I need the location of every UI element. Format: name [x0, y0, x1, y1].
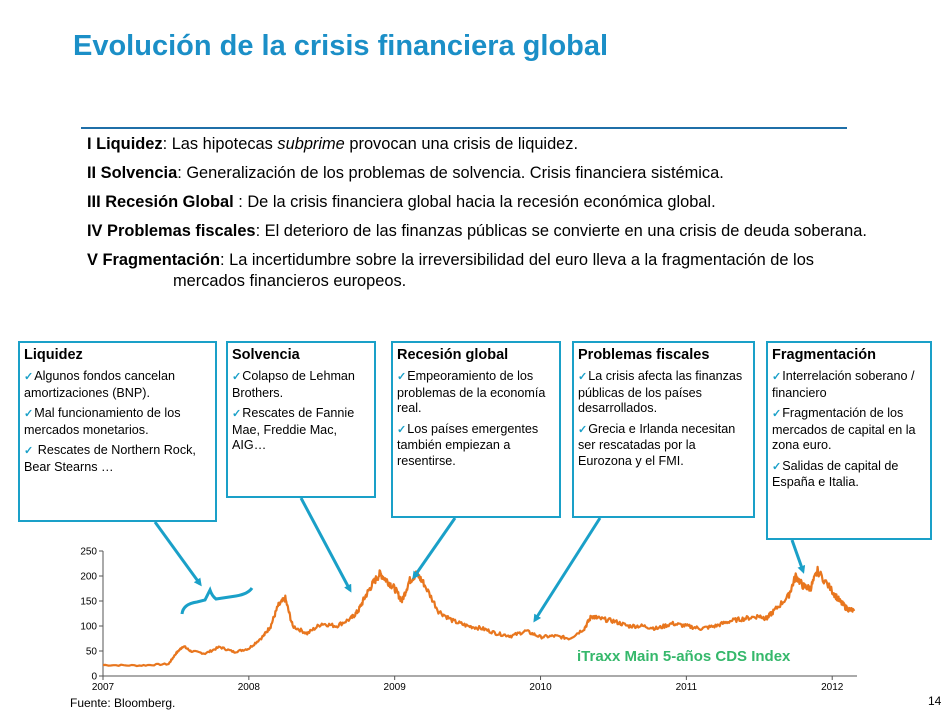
y-tick-label: 250 [80, 547, 97, 558]
phase-text: Las hipotecas [171, 135, 278, 153]
box-problemas-fiscales: Problemas fiscales ✓La crisis afecta las… [572, 341, 755, 518]
box-solvencia: Solvencia ✓Colapso de Lehman Brothers. ✓… [226, 341, 376, 498]
arrow-liquidez [153, 521, 202, 587]
phase-label: II Solvencia [87, 164, 178, 182]
check-icon: ✓ [578, 423, 588, 436]
box-item: ✓Grecia e Irlanda necesitan ser rescatad… [578, 421, 736, 468]
check-icon: ✓ [772, 460, 782, 473]
title-divider [81, 127, 847, 129]
box-item: ✓Interrelación soberano / financiero [772, 369, 915, 400]
phase-3: III Recesión Global : De la crisis finan… [87, 192, 877, 213]
phase-text: De la crisis financiera global hacia la … [247, 193, 716, 211]
y-tick-label: 0 [91, 672, 97, 683]
check-icon: ✓ [578, 371, 588, 383]
phase-separator: : [177, 164, 187, 182]
phase-list: I Liquidez: Las hipotecas subprime provo… [87, 134, 877, 300]
check-icon: ✓ [24, 408, 34, 420]
phase-text: El deterioro de las finanzas públicas se… [264, 222, 867, 240]
y-tick-label: 50 [86, 647, 98, 658]
phase-separator: : [233, 193, 248, 211]
arrow-recesion [412, 517, 457, 580]
check-icon: ✓ [397, 371, 407, 383]
box-fragmentacion: Fragmentación ✓Interrelación soberano / … [766, 341, 932, 540]
page-number: 14 [928, 694, 942, 708]
check-icon: ✓ [232, 371, 242, 383]
chart-axes: 0 50 100 150 200 250 2007 2008 2009 2010 2011 2012 [80, 547, 857, 693]
phase-label: IV Problemas fiscales [87, 222, 256, 240]
y-tick-label: 200 [80, 572, 97, 583]
box-title: Problemas fiscales [578, 347, 710, 363]
check-icon: ✓ [24, 445, 34, 457]
series-line [102, 565, 856, 668]
brace-liquidez [180, 586, 254, 615]
source-note: Fuente: Bloomberg. [70, 696, 176, 710]
arrow-fragmentacion [790, 539, 806, 574]
phase-label: I Liquidez [87, 135, 163, 153]
x-tick-label: 2010 [529, 682, 552, 693]
check-icon: ✓ [24, 371, 34, 383]
series-label: iTraxx Main 5-años CDS Index [577, 648, 791, 665]
phase-separator: : [255, 222, 265, 240]
x-tick-label: 2012 [821, 682, 844, 693]
phase-text-end: provocan una crisis de liquidez. [344, 135, 579, 153]
box-item: ✓Colapso de Lehman Brothers. [232, 369, 355, 400]
phase-4: IV Problemas fiscales: El deterioro de l… [87, 221, 877, 242]
check-icon: ✓ [232, 408, 242, 420]
box-liquidez: Liquidez ✓Algunos fondos cancelan amorti… [18, 341, 217, 522]
box-title: Recesión global [397, 347, 509, 363]
box-item: ✓Algunos fondos cancelan amortizaciones … [24, 369, 175, 400]
box-title: Liquidez [24, 347, 83, 363]
x-tick-label: 2011 [676, 682, 698, 693]
check-icon: ✓ [772, 408, 782, 420]
x-tick-label: 2009 [384, 682, 407, 693]
phase-label: III Recesión Global [87, 193, 234, 211]
arrow-solvencia [299, 497, 352, 593]
phase-separator: : [219, 251, 230, 269]
phase-label: V Fragmentación [87, 251, 220, 269]
phase-1: I Liquidez: Las hipotecas subprime provo… [87, 134, 877, 155]
arrow-fiscales [533, 517, 602, 623]
phase-2: II Solvencia: Generalización de los prob… [87, 163, 877, 184]
box-item: ✓Los países emergentes también empiezan … [397, 421, 539, 468]
phase-5: V Fragmentación: La incertidumbre sobre … [87, 250, 877, 292]
phase-text: Generalización de los problemas de solve… [186, 164, 724, 182]
x-tick-label: 2008 [238, 682, 261, 693]
y-tick-label: 100 [80, 622, 97, 633]
cds-index-chart: 0 50 100 150 200 250 2007 2008 2009 2010 2011 2012 [80, 547, 857, 693]
phase-separator: : [162, 135, 172, 153]
x-tick-label: 2007 [92, 682, 115, 693]
box-item: ✓Rescates de Fannie Mae, Freddie Mac, AI… [232, 406, 355, 452]
y-tick-label: 150 [80, 597, 97, 608]
box-title: Solvencia [232, 347, 300, 363]
phase-text-emphasis: subprime [277, 135, 345, 153]
phase-text: La incertidumbre sobre la irreversibilid… [173, 251, 815, 290]
page-title: Evolución de la crisis financiera global [73, 30, 609, 62]
box-item: ✓Salidas de capital de España e Italia. [772, 458, 899, 490]
check-icon: ✓ [772, 371, 782, 383]
box-item: ✓Mal funcionamiento de los mercados mone… [24, 406, 181, 437]
box-item: ✓La crisis afecta las finanzas públicas … [578, 369, 743, 415]
box-item: ✓Empeoramiento de los problemas de la ec… [397, 369, 546, 415]
box-item: ✓Fragmentación de los mercados de capita… [772, 406, 916, 452]
box-title: Fragmentación [772, 347, 876, 363]
check-icon: ✓ [397, 423, 407, 436]
box-recesion-global: Recesión global ✓Empeoramiento de los pr… [391, 341, 561, 518]
box-item: ✓ Rescates de Northern Rock, Bear Stearn… [24, 443, 196, 474]
